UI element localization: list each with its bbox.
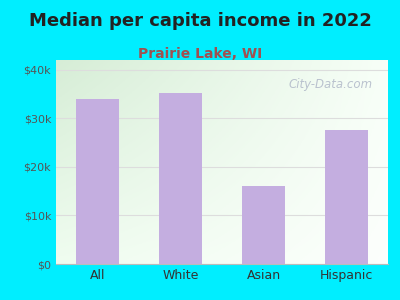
Bar [76,99,119,264]
Bar [242,186,285,264]
Bar [159,93,202,264]
Bar [325,130,368,264]
Text: Median per capita income in 2022: Median per capita income in 2022 [28,12,372,30]
Text: Prairie Lake, WI: Prairie Lake, WI [138,46,262,61]
Text: City-Data.com: City-Data.com [288,78,372,91]
